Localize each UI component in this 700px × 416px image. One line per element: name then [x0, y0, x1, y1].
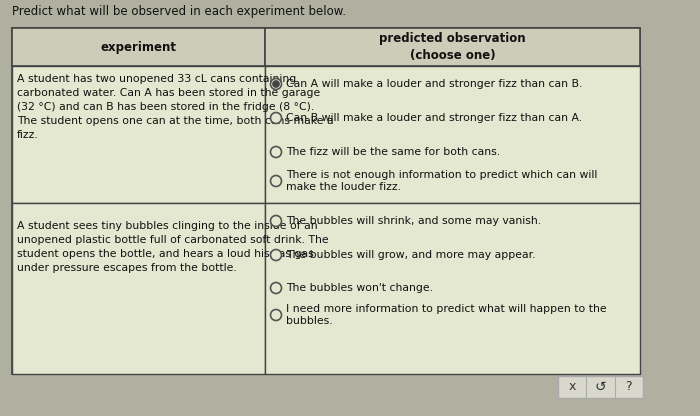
Text: Can B will make a louder and stronger fizz than can A.: Can B will make a louder and stronger fi…: [286, 113, 582, 123]
Circle shape: [270, 112, 281, 124]
Circle shape: [270, 79, 281, 89]
Bar: [265, 203, 640, 374]
Circle shape: [270, 215, 281, 226]
Text: ↺: ↺: [595, 380, 606, 394]
Text: There is not enough information to predict which can will
make the louder fizz.: There is not enough information to predi…: [286, 170, 597, 192]
Text: experiment: experiment: [101, 40, 176, 54]
Bar: [12, 66, 265, 203]
Text: ?: ?: [626, 381, 632, 394]
Text: The fizz will be the same for both cans.: The fizz will be the same for both cans.: [286, 147, 500, 157]
Text: The bubbles won't change.: The bubbles won't change.: [286, 283, 433, 293]
Text: Can A will make a louder and stronger fizz than can B.: Can A will make a louder and stronger fi…: [286, 79, 582, 89]
Bar: [558, 376, 643, 398]
Text: The bubbles will shrink, and some may vanish.: The bubbles will shrink, and some may va…: [286, 216, 541, 226]
Bar: [265, 28, 640, 66]
Text: I need more information to predict what will happen to the
bubbles.: I need more information to predict what …: [286, 304, 607, 327]
Circle shape: [270, 282, 281, 294]
Bar: [12, 203, 265, 374]
Text: The bubbles will grow, and more may appear.: The bubbles will grow, and more may appe…: [286, 250, 536, 260]
Text: Predict what will be observed in each experiment below.: Predict what will be observed in each ex…: [12, 5, 346, 18]
Text: A student has two unopened 33 cL cans containing
carbonated water. Can A has bee: A student has two unopened 33 cL cans co…: [17, 74, 334, 140]
Circle shape: [270, 250, 281, 260]
Circle shape: [270, 146, 281, 158]
Circle shape: [272, 81, 279, 87]
Bar: [265, 66, 640, 203]
Text: A student sees tiny bubbles clinging to the inside of an
unopened plastic bottle: A student sees tiny bubbles clinging to …: [17, 221, 328, 273]
Text: x: x: [568, 381, 576, 394]
Circle shape: [270, 310, 281, 320]
Text: predicted observation
(choose one): predicted observation (choose one): [379, 32, 526, 62]
Bar: [12, 28, 640, 374]
Bar: [12, 28, 265, 66]
Circle shape: [270, 176, 281, 186]
